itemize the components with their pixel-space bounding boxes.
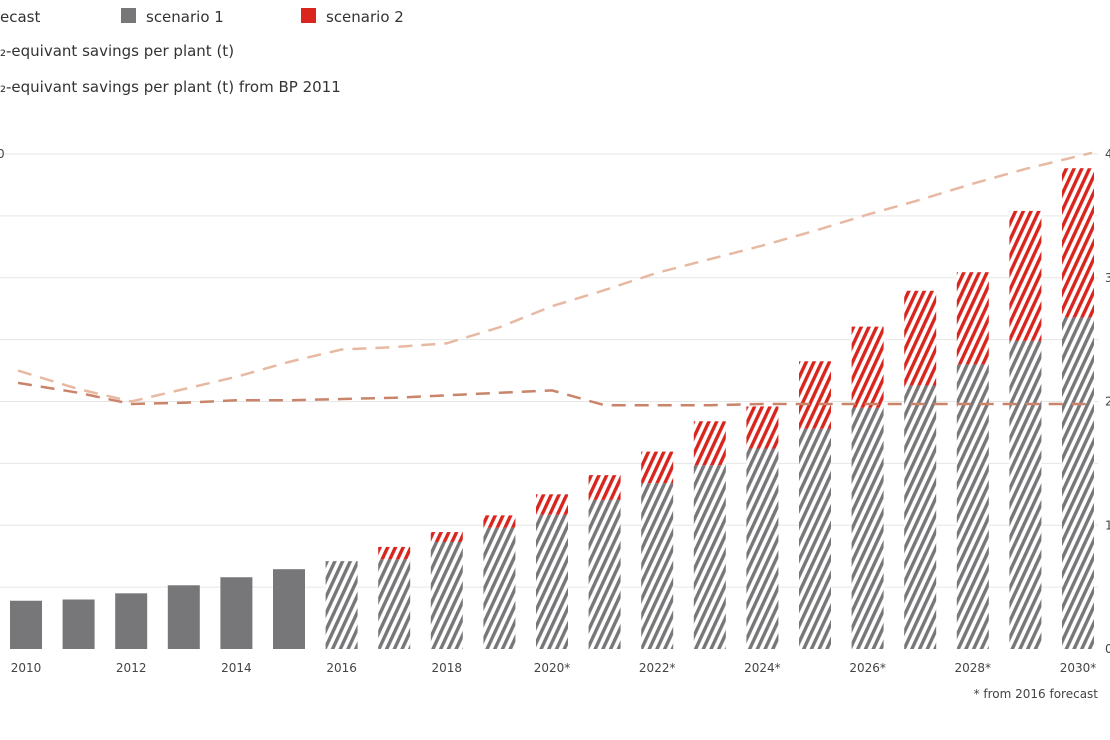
- x-tick-label: 2012: [116, 661, 147, 675]
- bar-scenario1: [641, 483, 674, 649]
- x-tick-label: 2018: [432, 661, 463, 675]
- bar-scenario2: [483, 515, 516, 528]
- bar-scenario1: [483, 527, 516, 649]
- x-tick-label: 2024*: [744, 661, 781, 675]
- x-tick-label: 2010: [11, 661, 42, 675]
- bar-scenario1: [588, 499, 621, 649]
- bar-scenario1: [273, 569, 305, 649]
- x-tick-label: 2022*: [639, 661, 676, 675]
- x-tick-label: 2030*: [1060, 661, 1097, 675]
- bar-scenario1: [10, 600, 42, 649]
- bar-scenario1: [62, 599, 95, 649]
- bar-scenario1: [904, 385, 937, 649]
- bar-scenario1: [693, 465, 726, 649]
- lines: [17, 151, 1093, 407]
- x-tick-label: 2026*: [849, 661, 886, 675]
- bar-scenario2: [799, 361, 831, 429]
- y2-tick-label: 2: [1105, 395, 1110, 409]
- x-tick-label: 2014: [221, 661, 252, 675]
- legend-scenario2-label: scenario 2: [326, 8, 404, 26]
- x-tick-label: 2028*: [955, 661, 992, 675]
- legend-savings-label: ₂-equivant savings per plant (t): [0, 42, 234, 60]
- bar-scenario2: [430, 532, 463, 542]
- line-savings-per-plant: [17, 381, 1092, 407]
- bar-scenario1: [167, 585, 200, 649]
- bar-scenario2: [693, 421, 726, 466]
- legend-savings-bp-label: ₂-equivant savings per plant (t) from BP…: [0, 78, 341, 96]
- bar-scenario2: [588, 475, 621, 500]
- bar-scenario2: [1062, 168, 1094, 318]
- bars: [10, 168, 1094, 649]
- legend-scenario1-label: scenario 1: [146, 8, 224, 26]
- y2-tick-label: 0: [1105, 642, 1110, 656]
- x-tick-label: 2016: [326, 661, 357, 675]
- y-axis-ticks: 0 4 3 2 1 0: [0, 147, 1110, 656]
- bar-scenario1: [536, 514, 568, 649]
- bar-scenario1: [956, 364, 989, 649]
- bar-scenario1: [851, 407, 884, 649]
- bar-scenario1: [1062, 317, 1094, 649]
- bar-scenario1: [220, 577, 253, 649]
- x-axis-ticks: 2010 2012 2014 2016 2018 2020* 2022* 2024* 2026*…: [11, 661, 1097, 675]
- footnote: * from 2016 forecast: [974, 687, 1099, 701]
- bar-scenario1: [378, 559, 411, 649]
- y2-tick-label: 3: [1105, 271, 1110, 285]
- bar-scenario2: [536, 494, 568, 515]
- bar-scenario1: [430, 541, 463, 649]
- y2-tick-label: 4: [1105, 147, 1110, 161]
- y-tick-label: 0: [0, 147, 5, 161]
- legend-scenario2-swatch: [301, 8, 316, 23]
- bar-scenario2: [851, 326, 884, 408]
- legend-scenario1-swatch: [121, 8, 136, 23]
- bar-scenario1: [746, 448, 779, 649]
- bar-scenario2: [956, 272, 989, 365]
- bar-scenario1: [115, 593, 148, 649]
- bar-scenario2: [904, 290, 937, 386]
- legend: ecast scenario 1 scenario 2 ₂-equivant s…: [0, 8, 404, 96]
- bar-scenario1: [325, 561, 358, 649]
- line-savings-per-plant-bp2011: [17, 151, 1093, 403]
- bar-scenario2: [378, 546, 411, 560]
- bar-scenario1: [1009, 340, 1042, 649]
- legend-forecast-label: ecast: [0, 8, 40, 26]
- bar-scenario2: [1009, 210, 1042, 341]
- bar-scenario2: [641, 451, 674, 484]
- bar-scenario2: [746, 406, 779, 449]
- x-tick-label: 2020*: [534, 661, 571, 675]
- y2-tick-label: 1: [1105, 518, 1110, 532]
- bar-scenario1: [799, 428, 831, 649]
